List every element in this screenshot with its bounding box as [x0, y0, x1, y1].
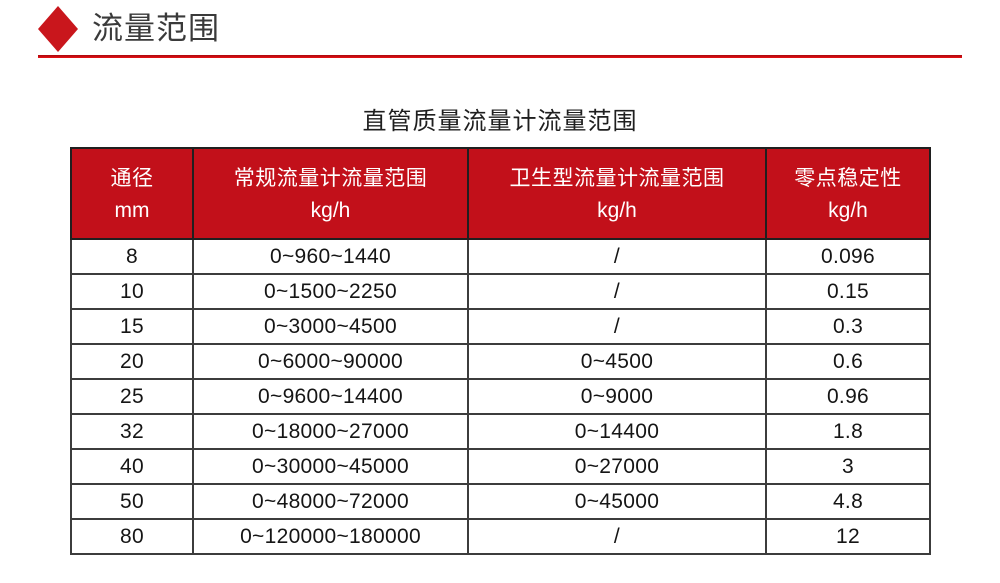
table-cell: 0~120000~180000 — [192, 518, 469, 555]
section-rule — [38, 55, 962, 58]
table-row: 32 0~18000~27000 0~14400 1.8 — [70, 413, 931, 450]
table-cell: 40 — [70, 448, 194, 485]
table-cell: 0~27000 — [467, 448, 767, 485]
table-cell: 8 — [70, 238, 194, 275]
header-label: 卫生型流量计流量范围 — [509, 166, 725, 190]
table-cell: 0~960~1440 — [192, 238, 469, 275]
table-cell: 0~45000 — [467, 483, 767, 520]
table-cell: 3 — [765, 448, 931, 485]
spec-table: 通径 mm 常规流量计流量范围 kg/h 卫生型流量计流量范围 kg/h 零点稳… — [70, 147, 931, 555]
table-wrap: 通径 mm 常规流量计流量范围 kg/h 卫生型流量计流量范围 kg/h 零点稳… — [70, 147, 931, 555]
spec-table-body: 8 0~960~1440/0.096 10 0~1500~2250/0.15 15 0~3… — [70, 238, 931, 555]
table-cell: 50 — [70, 483, 194, 520]
table-cell: 12 — [765, 518, 931, 555]
header-unit: mm — [114, 198, 150, 222]
table-cell: 15 — [70, 308, 194, 345]
table-cell: 0~9000 — [467, 378, 767, 415]
spec-table-header: 通径 mm 常规流量计流量范围 kg/h 卫生型流量计流量范围 kg/h 零点稳… — [70, 147, 931, 240]
table-cell: 0~48000~72000 — [192, 483, 469, 520]
table-row: 50 0~48000~72000 0~45000 4.8 — [70, 483, 931, 520]
table-cell: 32 — [70, 413, 194, 450]
table-cell: 4.8 — [765, 483, 931, 520]
table-cell: / — [467, 518, 767, 555]
section-header: 流量范围 — [38, 6, 220, 52]
table-cell: / — [467, 238, 767, 275]
header-label: 通径 — [110, 166, 154, 190]
header-cell-standard-range: 常规流量计流量范围 kg/h — [192, 147, 469, 240]
header-unit: kg/h — [597, 198, 637, 222]
diamond-icon — [38, 6, 78, 52]
table-cell: 0~3000~4500 — [192, 308, 469, 345]
table-cell: 10 — [70, 273, 194, 310]
table-cell: 0.15 — [765, 273, 931, 310]
header-cell-sanitary-range: 卫生型流量计流量范围 kg/h — [467, 147, 767, 240]
table-cell: 0~18000~27000 — [192, 413, 469, 450]
table-cell: 0~9600~14400 — [192, 378, 469, 415]
table-row: 25 0~9600~14400 0~9000 0.96 — [70, 378, 931, 415]
table-row: 10 0~1500~2250/0.15 — [70, 273, 931, 310]
table-row: 8 0~960~1440/0.096 — [70, 238, 931, 275]
table-cell: 0~14400 — [467, 413, 767, 450]
table-row: 15 0~3000~4500/0.3 — [70, 308, 931, 345]
header-label: 常规流量计流量范围 — [233, 166, 428, 190]
table-cell: 0.6 — [765, 343, 931, 380]
table-cell: 0~6000~90000 — [192, 343, 469, 380]
header-cell-zero-stability: 零点稳定性 kg/h — [765, 147, 931, 240]
section-title: 流量范围 — [92, 11, 220, 46]
table-cell: 0~1500~2250 — [192, 273, 469, 310]
table-cell: / — [467, 308, 767, 345]
header-unit: kg/h — [828, 198, 868, 222]
table-row: 80 0~120000~180000/12 — [70, 518, 931, 555]
table-cell: 0.3 — [765, 308, 931, 345]
table-cell: 20 — [70, 343, 194, 380]
table-cell: 0.096 — [765, 238, 931, 275]
table-cell: 0~30000~45000 — [192, 448, 469, 485]
table-cell: 0~4500 — [467, 343, 767, 380]
table-cell: 80 — [70, 518, 194, 555]
header-unit: kg/h — [310, 198, 351, 222]
table-row: 40 0~30000~45000 0~27000 3 — [70, 448, 931, 485]
table-cell: 1.8 — [765, 413, 931, 450]
table-cell: / — [467, 273, 767, 310]
header-row: 通径 mm 常规流量计流量范围 kg/h 卫生型流量计流量范围 kg/h 零点稳… — [70, 147, 931, 240]
table-cell: 0.96 — [765, 378, 931, 415]
table-title: 直管质量流量计流量范围 — [362, 108, 638, 135]
header-label: 零点稳定性 — [794, 166, 902, 190]
table-row: 20 0~6000~90000 0~4500 0.6 — [70, 343, 931, 380]
header-cell-diameter: 通径 mm — [70, 147, 194, 240]
table-cell: 25 — [70, 378, 194, 415]
